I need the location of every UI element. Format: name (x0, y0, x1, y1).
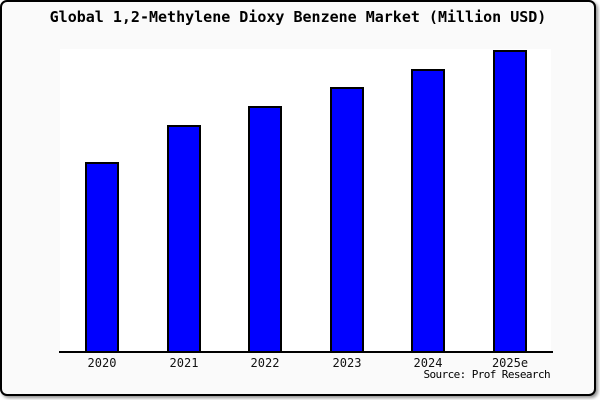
bar-2023 (330, 87, 364, 351)
bar-2021 (167, 125, 201, 351)
source-credit: Source: Prof Research (423, 368, 551, 381)
x-tick-label-2022: 2022 (250, 356, 280, 370)
x-tick-label-2020: 2020 (87, 356, 117, 370)
bar-2025e (493, 50, 527, 351)
bar-2024 (411, 69, 445, 351)
chart-title: Global 1,2-Methylene Dioxy Benzene Marke… (49, 8, 547, 26)
bar-2020 (85, 162, 119, 351)
plot-area (60, 49, 551, 351)
x-tick-label-2021: 2021 (169, 356, 199, 370)
x-tick-label-2024: 2024 (413, 356, 443, 370)
x-tick-label-2023: 2023 (332, 356, 362, 370)
bar-2022 (248, 106, 282, 351)
x-tick-label-2025e: 2025e (491, 356, 529, 370)
x-axis-line (59, 351, 553, 353)
